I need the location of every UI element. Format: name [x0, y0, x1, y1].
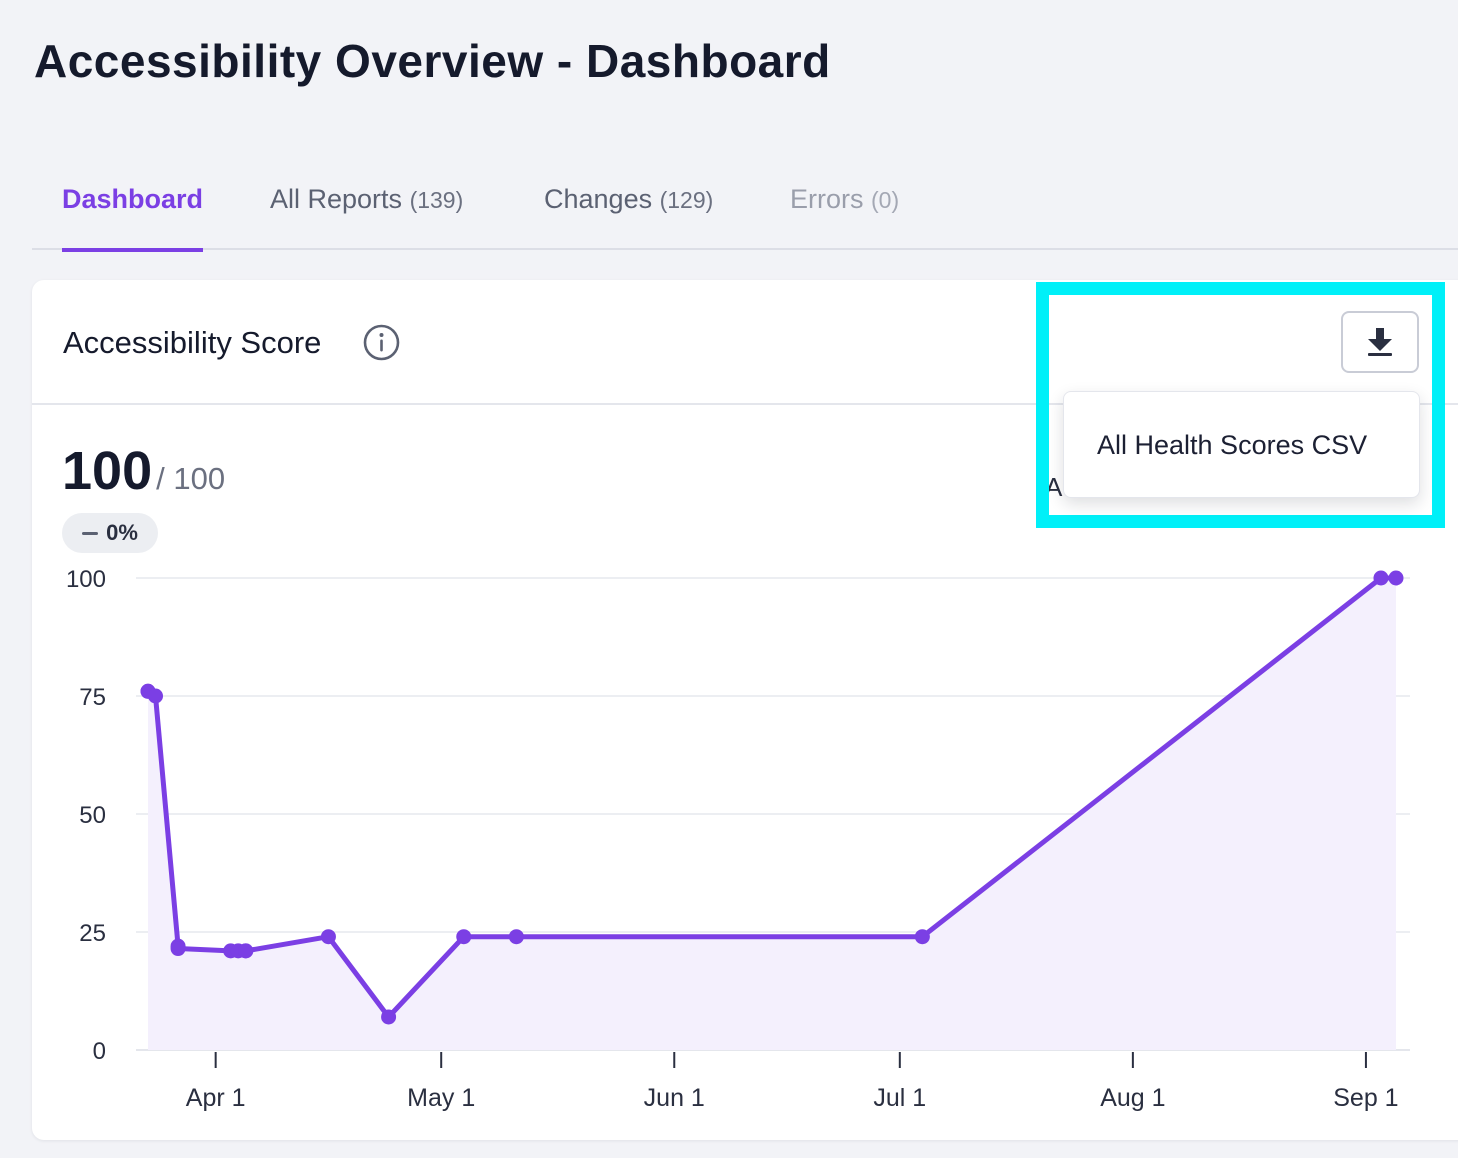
tab-bar: Dashboard All Reports (139) Changes (129…	[32, 178, 1458, 252]
score-current: 100	[62, 441, 153, 501]
page-title: Accessibility Overview - Dashboard	[34, 35, 831, 87]
info-icon[interactable]	[363, 324, 400, 361]
tab-errors-label: Errors	[790, 184, 864, 214]
data-point	[914, 929, 930, 945]
x-tick-label: Jul 1	[873, 1084, 926, 1112]
tab-errors[interactable]: Errors (0)	[790, 178, 899, 250]
series-area	[148, 578, 1396, 1050]
tab-dashboard[interactable]: Dashboard	[62, 178, 204, 252]
dash-icon	[82, 531, 99, 535]
data-point	[1373, 570, 1389, 586]
y-tick-label: 0	[93, 1038, 106, 1065]
card-title: Accessibility Score	[63, 325, 322, 360]
tab-dashboard-label: Dashboard	[62, 184, 204, 214]
y-tick-label: 25	[79, 920, 106, 947]
x-tick-label: Aug 1	[1100, 1084, 1165, 1112]
data-point	[170, 941, 186, 957]
data-point	[148, 688, 164, 704]
download-button[interactable]	[1341, 311, 1419, 373]
tab-changes-label: Changes	[544, 184, 653, 214]
x-tick-label: May 1	[407, 1084, 475, 1112]
y-tick-label: 50	[79, 802, 106, 829]
tab-changes-count: (129)	[659, 187, 714, 213]
score-max: / 100	[156, 461, 226, 496]
data-point	[320, 929, 336, 945]
data-point	[381, 1009, 397, 1025]
tab-all-reports-count: (139)	[409, 187, 464, 213]
x-tick-label: Sep 1	[1333, 1084, 1398, 1112]
menu-item-all-health-scores-csv[interactable]: All Health Scores CSV	[1097, 430, 1368, 460]
card-header: Accessibility Score	[32, 280, 1458, 405]
data-point	[508, 929, 524, 945]
delta-value: 0%	[106, 520, 138, 545]
tab-all-reports[interactable]: All Reports (139)	[270, 178, 463, 250]
tab-errors-count: (0)	[871, 187, 900, 213]
score-value: 100/ 100	[62, 440, 225, 502]
data-point	[1388, 570, 1404, 586]
delta-badge: 0%	[62, 513, 158, 553]
x-tick-label: Jun 1	[644, 1084, 705, 1112]
score-chart: 0 25 50 75 100 Apr 1 May 1 Jun 1 Jul 1 Aug 1 Sep 1	[66, 566, 1410, 1112]
y-tick-label: 100	[66, 566, 106, 593]
data-point	[238, 943, 254, 959]
x-tick-label: Apr 1	[186, 1084, 246, 1112]
data-point	[456, 929, 472, 945]
y-tick-label: 75	[79, 684, 106, 711]
download-icon	[1368, 328, 1392, 356]
download-menu: All Health Scores CSV	[1063, 391, 1420, 498]
highlight-box	[1036, 282, 1445, 528]
tab-changes[interactable]: Changes (129)	[544, 178, 713, 250]
legend-label-partial: A	[1045, 472, 1063, 502]
tab-all-reports-label: All Reports	[270, 184, 403, 214]
